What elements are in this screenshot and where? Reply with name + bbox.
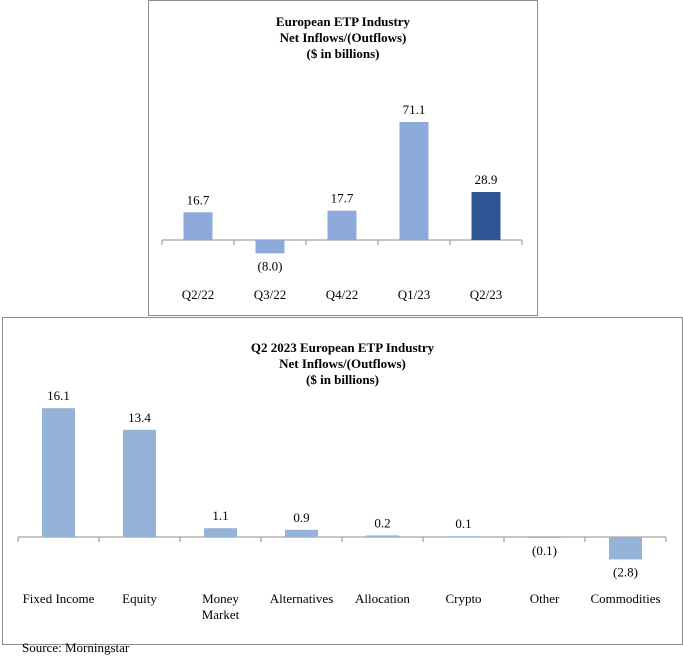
bar — [528, 537, 561, 538]
bar — [183, 212, 213, 240]
x-tick-label: Crypto — [445, 591, 481, 606]
x-tick-label: Q2/23 — [470, 287, 503, 302]
data-label: 17.7 — [331, 191, 354, 206]
data-label: 16.1 — [47, 388, 70, 403]
data-label: 71.1 — [403, 102, 426, 117]
x-tick-label: Fixed Income — [23, 591, 95, 606]
data-label: 28.9 — [475, 172, 498, 187]
data-label: 13.4 — [128, 410, 151, 425]
bar — [42, 408, 75, 537]
data-label: 0.9 — [293, 510, 309, 525]
title-line: ($ in billions) — [306, 46, 380, 61]
x-tick-label: Allocation — [355, 591, 410, 606]
data-label: 1.1 — [212, 508, 228, 523]
title-line: European ETP Industry — [275, 14, 411, 29]
x-tick-label: Alternatives — [270, 591, 334, 606]
x-tick-label: Q1/23 — [398, 287, 431, 302]
x-tick-label: Money — [202, 591, 239, 606]
x-tick-label: Q2/22 — [182, 287, 215, 302]
data-label: (0.1) — [532, 543, 557, 558]
x-tick-label: Q4/22 — [326, 287, 359, 302]
x-tick-label: Other — [530, 591, 560, 606]
bar — [204, 528, 237, 537]
bar — [471, 192, 501, 240]
data-label: 16.7 — [187, 192, 210, 207]
x-tick-label: Commodities — [590, 591, 660, 606]
bar — [285, 529, 318, 537]
x-tick-label: Q3/22 — [254, 287, 287, 302]
title-line: Net Inflows/(Outflows) — [279, 30, 407, 45]
bar — [327, 210, 357, 240]
title-line: Net Inflows/(Outflows) — [279, 356, 406, 371]
bar — [366, 535, 399, 537]
chart-bottom-title: Q2 2023 European ETP Industry Net Inflow… — [3, 340, 682, 388]
data-label: 0.2 — [374, 515, 390, 530]
bar — [255, 240, 285, 254]
x-tick-label: Market — [202, 607, 240, 622]
title-line: ($ in billions) — [306, 372, 379, 387]
data-label: 0.1 — [455, 516, 471, 531]
x-tick-label: Equity — [122, 591, 157, 606]
chart-top-title: European ETP Industry Net Inflows/(Outfl… — [149, 14, 537, 62]
bar — [123, 429, 156, 537]
title-line: Q2 2023 European ETP Industry — [250, 340, 435, 355]
chart-top-frame: European ETP Industry Net Inflows/(Outfl… — [148, 0, 538, 316]
source-note: Source: Morningstar — [22, 640, 130, 655]
chart-bottom-frame: Q2 2023 European ETP Industry Net Inflow… — [2, 317, 683, 645]
data-label: (2.8) — [613, 564, 638, 579]
data-label: (8.0) — [258, 258, 283, 273]
bar — [399, 121, 429, 240]
bar — [609, 537, 642, 560]
bar — [447, 536, 480, 538]
